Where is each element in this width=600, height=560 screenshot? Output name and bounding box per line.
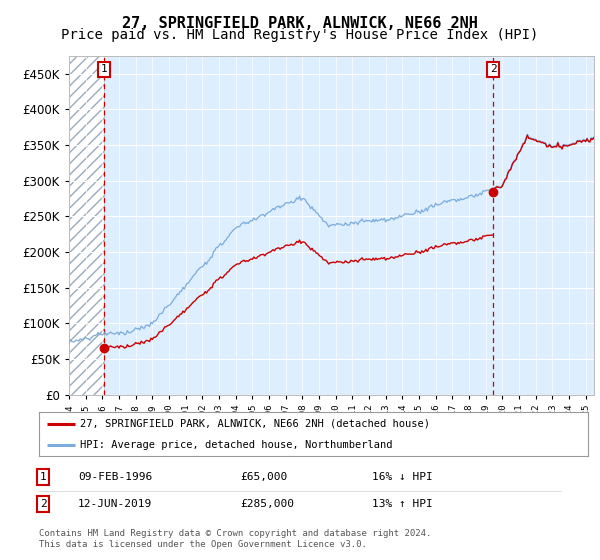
Bar: [69, 56, 104, 395]
Text: 27, SPRINGFIELD PARK, ALNWICK, NE66 2NH: 27, SPRINGFIELD PARK, ALNWICK, NE66 2NH: [122, 16, 478, 31]
Text: Contains HM Land Registry data © Crown copyright and database right 2024.
This d: Contains HM Land Registry data © Crown c…: [39, 529, 431, 549]
Text: 16% ↓ HPI: 16% ↓ HPI: [372, 472, 433, 482]
Text: 27, SPRINGFIELD PARK, ALNWICK, NE66 2NH (detached house): 27, SPRINGFIELD PARK, ALNWICK, NE66 2NH …: [80, 419, 430, 429]
Text: 13% ↑ HPI: 13% ↑ HPI: [372, 499, 433, 509]
Text: HPI: Average price, detached house, Northumberland: HPI: Average price, detached house, Nort…: [80, 440, 392, 450]
Text: 1: 1: [40, 472, 47, 482]
Text: 1: 1: [101, 64, 107, 74]
Text: 2: 2: [40, 499, 47, 509]
Text: Price paid vs. HM Land Registry's House Price Index (HPI): Price paid vs. HM Land Registry's House …: [61, 28, 539, 42]
Text: 2: 2: [490, 64, 497, 74]
Text: £65,000: £65,000: [240, 472, 287, 482]
Text: 12-JUN-2019: 12-JUN-2019: [78, 499, 152, 509]
Text: £285,000: £285,000: [240, 499, 294, 509]
Text: 09-FEB-1996: 09-FEB-1996: [78, 472, 152, 482]
